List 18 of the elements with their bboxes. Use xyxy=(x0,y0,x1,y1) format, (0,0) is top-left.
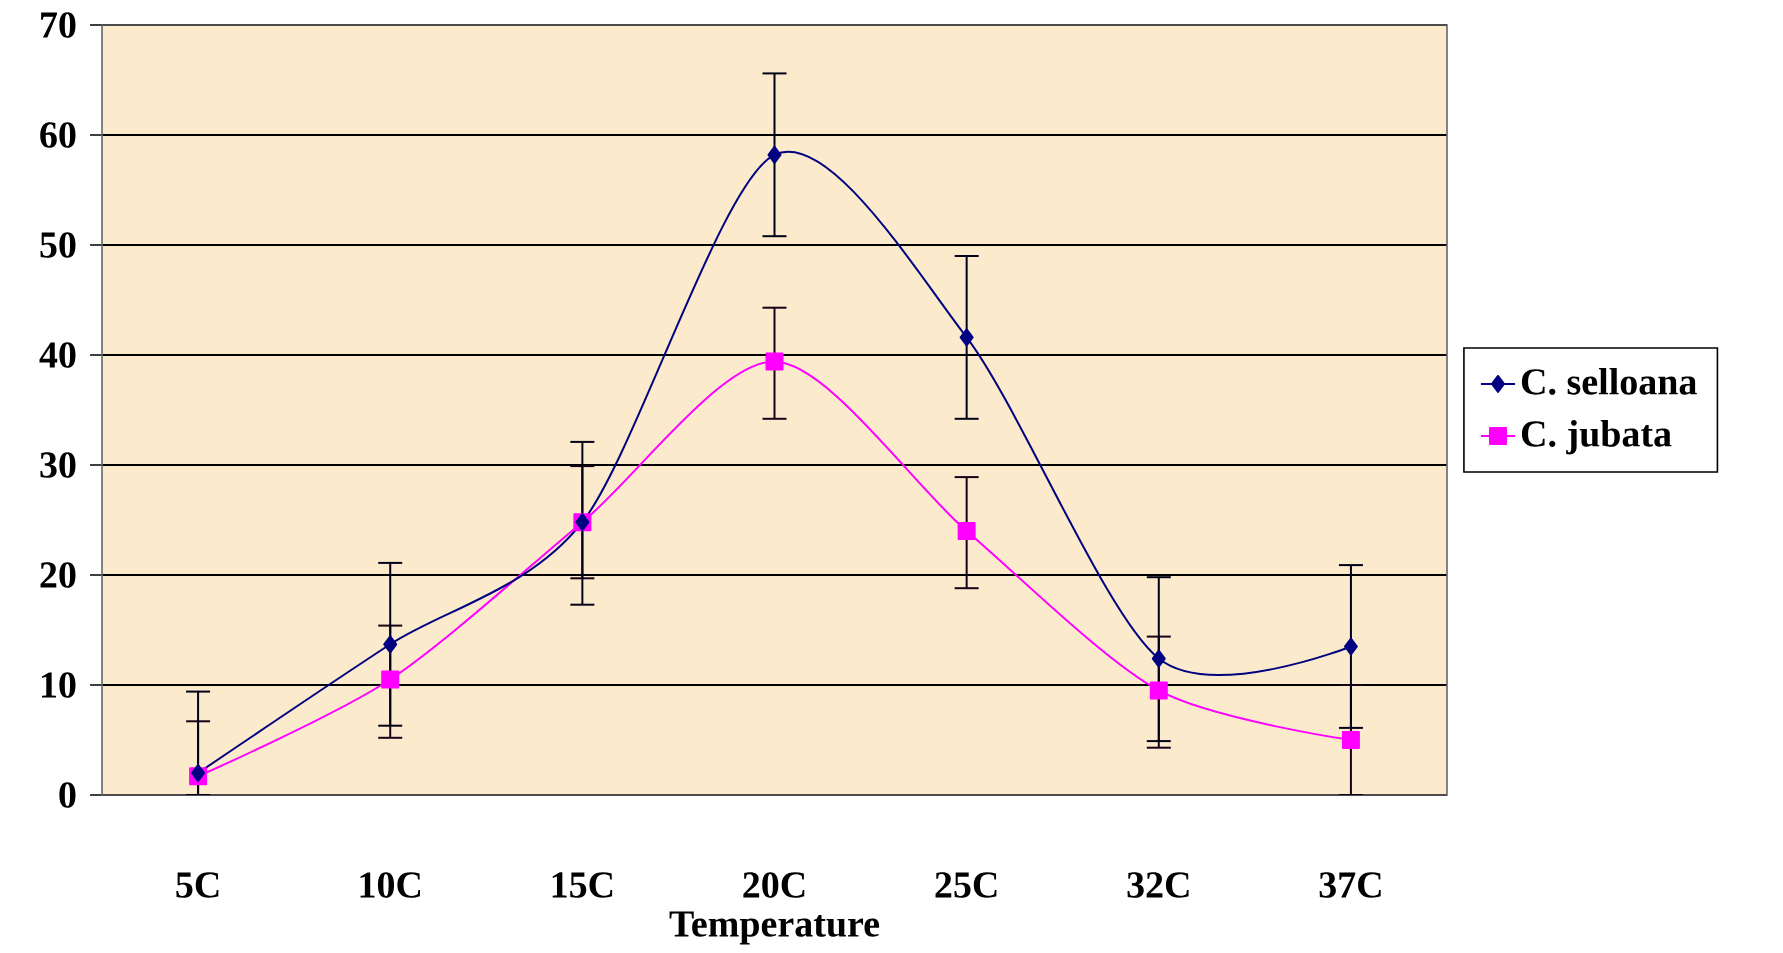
y-tick-label: 50 xyxy=(40,232,76,258)
y-tick-label: 60 xyxy=(40,122,76,148)
y-tick-label: 30 xyxy=(40,452,76,478)
x-tick-label: 37C xyxy=(1319,872,1381,898)
y-tick-label: 10 xyxy=(41,672,76,698)
x-tick-label: 15C xyxy=(552,872,613,898)
legend-label: C. selloana xyxy=(1521,367,1697,395)
x-tick-label: 25C xyxy=(935,872,997,898)
x-tick-label: 5C xyxy=(176,872,219,898)
y-tick-label: 0 xyxy=(59,782,76,808)
legend-label: C. jubata xyxy=(1521,420,1672,455)
y-tick-label: 40 xyxy=(39,342,76,368)
x-axis-title: Temperature xyxy=(669,911,880,945)
x-tick-label: 20C xyxy=(743,872,805,898)
y-tick-label: 70 xyxy=(41,12,76,38)
y-tick-label: 20 xyxy=(40,562,76,588)
x-tick-label: 32C xyxy=(1127,872,1189,898)
x-tick-label: 10C xyxy=(360,872,421,898)
